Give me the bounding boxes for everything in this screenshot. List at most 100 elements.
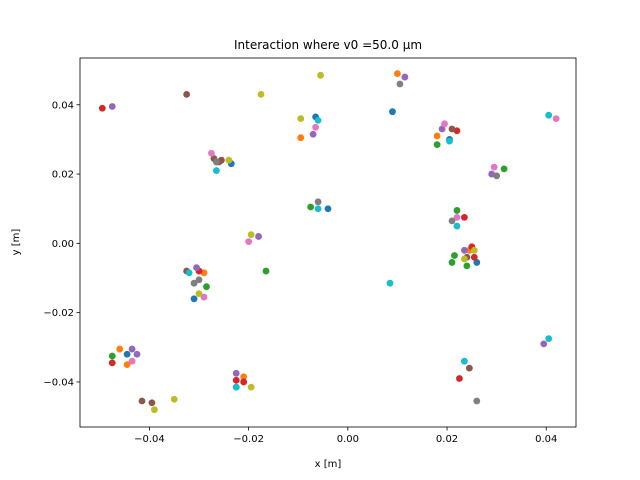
data-point (116, 345, 124, 353)
data-point (190, 295, 198, 303)
x-tick-label: −0.02 (233, 434, 264, 445)
data-point (195, 290, 203, 298)
data-point (255, 233, 262, 240)
data-point (451, 252, 458, 259)
data-point (470, 253, 478, 261)
y-tick-label: −0.04 (43, 377, 74, 388)
data-point (545, 335, 553, 343)
data-point (195, 276, 203, 284)
data-point (465, 364, 473, 372)
data-point (138, 397, 146, 405)
data-point (456, 375, 463, 382)
data-point (453, 207, 461, 214)
data-point (190, 279, 198, 287)
data-point (309, 130, 317, 138)
y-tick-label: 0.04 (52, 100, 74, 111)
data-point (247, 383, 255, 391)
data-point (446, 137, 453, 145)
data-point (314, 198, 322, 206)
data-points (98, 70, 560, 414)
data-point (108, 103, 116, 110)
data-point (441, 120, 448, 128)
data-point (448, 125, 456, 133)
data-point (438, 125, 446, 133)
data-point (433, 141, 441, 149)
data-point (401, 73, 409, 81)
data-point (213, 158, 220, 166)
data-point (232, 376, 240, 384)
y-axis-ticks: −0.04 −0.02 0.00 0.02 0.04 (43, 100, 80, 388)
data-point (200, 293, 208, 301)
x-axis-ticks: −0.04 −0.02 0.00 0.02 0.04 (134, 427, 557, 445)
data-point (324, 205, 332, 213)
data-point (453, 213, 461, 221)
data-point (500, 165, 508, 173)
data-point (545, 111, 553, 119)
x-tick-label: −0.04 (134, 434, 165, 445)
data-point (297, 115, 305, 123)
data-point (317, 71, 324, 79)
data-point (213, 167, 220, 175)
data-point (240, 373, 248, 381)
data-point (493, 172, 501, 180)
x-tick-label: 0.04 (535, 434, 557, 445)
data-point (461, 357, 468, 365)
data-point (98, 104, 106, 112)
data-point (108, 359, 116, 367)
data-point (473, 397, 481, 405)
data-point (193, 264, 200, 272)
x-axis-label: x [m] (315, 459, 342, 470)
data-point (151, 406, 158, 414)
data-point (208, 149, 215, 157)
data-point (461, 255, 468, 263)
data-point (245, 238, 253, 246)
plot-frame (79, 57, 577, 428)
data-point (490, 163, 498, 171)
data-point (540, 340, 548, 348)
data-point (453, 222, 461, 230)
y-tick-label: −0.02 (43, 308, 74, 319)
data-point (473, 259, 481, 266)
data-point (461, 213, 468, 221)
y-tick-label: 0.00 (52, 239, 74, 250)
chart-title: Interaction where v0 =50.0 µm (234, 38, 422, 52)
x-tick-label: 0.02 (436, 434, 458, 445)
data-point (448, 217, 456, 225)
data-point (297, 134, 305, 142)
data-point (433, 132, 441, 140)
data-point (314, 116, 322, 124)
data-point (552, 115, 560, 123)
data-point (463, 262, 471, 270)
data-point (108, 352, 116, 360)
data-point (470, 246, 478, 254)
data-point (170, 395, 178, 403)
data-point (314, 205, 322, 213)
data-point (396, 80, 404, 88)
data-point (185, 269, 193, 277)
y-axis-label: y [m] (11, 229, 22, 256)
data-point (262, 267, 270, 275)
data-point (247, 231, 255, 239)
data-point (128, 345, 136, 353)
data-point (225, 156, 233, 164)
data-point (203, 283, 210, 291)
data-point (232, 383, 240, 391)
data-point (389, 108, 396, 116)
data-point (461, 246, 468, 254)
data-point (128, 357, 136, 365)
data-point (123, 350, 131, 358)
data-point (257, 90, 265, 98)
data-point (312, 123, 319, 131)
data-point (386, 279, 394, 287)
data-point (183, 90, 191, 98)
data-point (123, 361, 131, 369)
data-point (394, 70, 401, 77)
data-point (307, 203, 315, 211)
data-point (133, 350, 141, 358)
data-point (232, 369, 240, 377)
data-point (240, 378, 248, 386)
x-tick-label: 0.00 (337, 434, 359, 445)
data-point (448, 259, 456, 266)
y-tick-label: 0.02 (52, 170, 74, 181)
